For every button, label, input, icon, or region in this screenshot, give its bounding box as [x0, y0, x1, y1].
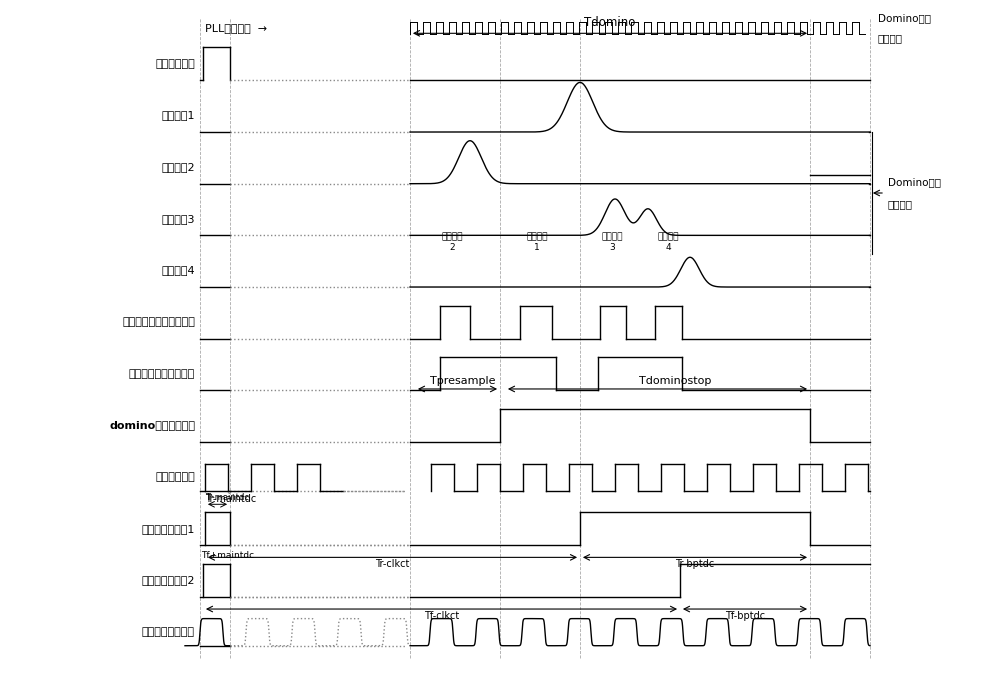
Text: 回波信号1: 回波信号1: [162, 111, 195, 120]
Text: Tr-bptdc: Tr-bptdc: [675, 559, 715, 570]
Text: Domino时钟: Domino时钟: [878, 13, 931, 23]
Text: domino采样停止信号: domino采样停止信号: [109, 420, 195, 431]
Text: 校时基准时钟: 校时基准时钟: [155, 472, 195, 482]
Text: 数字回波
1: 数字回波 1: [526, 233, 548, 252]
Text: 连续采集: 连续采集: [878, 33, 903, 43]
Text: Tr-maintdc: Tr-maintdc: [205, 493, 249, 502]
Text: 整形校时基准时钟: 整形校时基准时钟: [142, 627, 195, 637]
Text: 阈值比较后数字回波信号: 阈值比较后数字回波信号: [122, 317, 195, 327]
Text: 数字回波
2: 数字回波 2: [441, 233, 463, 252]
Text: 主波起始信号: 主波起始信号: [155, 59, 195, 69]
Text: PLL采样时钟  →: PLL采样时钟 →: [205, 23, 267, 33]
Text: 回波信号4: 回波信号4: [161, 266, 195, 275]
Text: 采样窗口: 采样窗口: [888, 199, 913, 209]
Text: Tdominostop: Tdominostop: [639, 376, 711, 386]
Text: 数字回波
4: 数字回波 4: [657, 233, 679, 252]
Text: 主回波定位脉冲1: 主回波定位脉冲1: [142, 524, 195, 534]
Text: 回波信号2: 回波信号2: [161, 162, 195, 172]
Text: Domino连续: Domino连续: [888, 177, 941, 187]
Text: Tpresample: Tpresample: [430, 376, 496, 386]
Text: 数字回波
3: 数字回波 3: [601, 233, 623, 252]
Text: Tr-maintdc: Tr-maintdc: [205, 494, 256, 504]
Text: Tdomino: Tdomino: [584, 17, 636, 30]
Text: Tf-bptdc: Tf-bptdc: [725, 611, 765, 621]
Text: Tr-clkct: Tr-clkct: [375, 559, 410, 570]
Text: 多路数字回波信号合成: 多路数字回波信号合成: [129, 369, 195, 379]
Text: 回波信号3: 回波信号3: [162, 214, 195, 224]
Text: Tf-clkct: Tf-clkct: [424, 611, 459, 621]
Text: Tf+maintdc: Tf+maintdc: [201, 551, 254, 560]
Text: 主回波定位脉冲2: 主回波定位脉冲2: [142, 575, 195, 585]
